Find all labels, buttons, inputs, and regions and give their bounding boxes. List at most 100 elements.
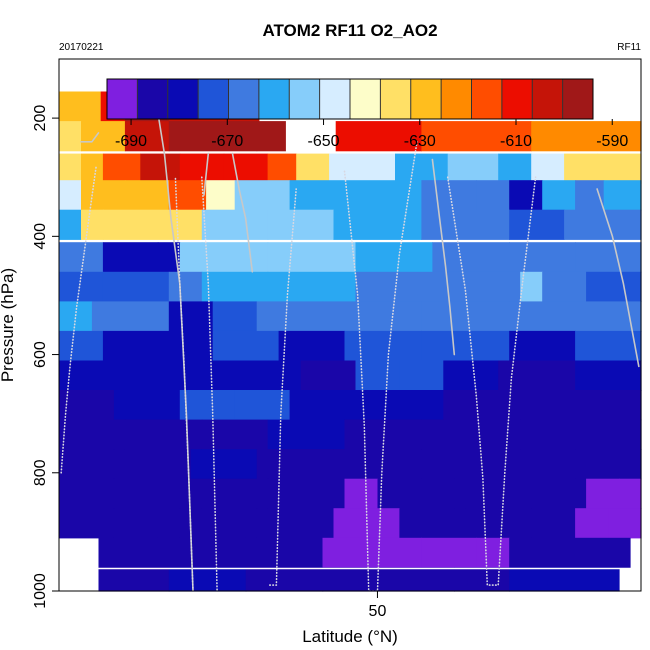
heatmap-cell xyxy=(168,121,258,152)
flight-track xyxy=(231,152,254,273)
heatmap-cell xyxy=(124,180,170,211)
heatmap-cell xyxy=(575,360,642,391)
heatmap-cell xyxy=(179,390,236,421)
heatmap-cell xyxy=(201,209,269,240)
heatmap-cell xyxy=(447,153,499,184)
heatmap-cell xyxy=(344,330,422,362)
heatmap-cell xyxy=(421,301,510,332)
heatmap-cell xyxy=(443,271,521,302)
heatmap-cell xyxy=(201,242,269,273)
heatmap-cell xyxy=(113,478,203,509)
heatmap-cell xyxy=(168,271,203,302)
heatmap-cell xyxy=(509,301,642,332)
heatmap-cell xyxy=(278,330,346,362)
colorbar-swatch xyxy=(107,79,138,119)
heatmap-cell xyxy=(355,242,433,273)
heatmap-cell xyxy=(98,567,170,592)
heatmap-cell xyxy=(300,360,357,391)
colorbar-swatch xyxy=(137,79,169,119)
heatmap-cell xyxy=(201,419,269,450)
heatmap-cell xyxy=(59,449,115,480)
heatmap-cell xyxy=(575,508,609,539)
heatmap-cell xyxy=(520,419,642,450)
heatmap-cell xyxy=(234,180,291,211)
heatmap-cell xyxy=(179,242,203,273)
x-axis-label: Latitude (°N) xyxy=(302,627,398,646)
heatmap-cells xyxy=(59,91,642,592)
heatmap-cell xyxy=(59,153,82,184)
heatmap-cell xyxy=(421,330,510,362)
flight-track xyxy=(60,164,98,474)
heatmap-cell xyxy=(531,153,565,184)
heatmap-cell xyxy=(509,330,576,362)
heatmap-cell xyxy=(454,567,510,592)
y-axis: 200 400 600 800 1000 xyxy=(32,105,59,609)
colorbar-swatch xyxy=(562,79,594,119)
heatmap-cell xyxy=(81,180,126,211)
heatmap-cell xyxy=(289,390,357,421)
y-tick-label: 800 xyxy=(32,459,49,486)
heatmap-cell xyxy=(399,508,466,539)
colorbar-tick-label: -590 xyxy=(596,133,628,150)
heatmap-cell xyxy=(102,330,170,362)
flight-track xyxy=(157,111,194,592)
colorbar-swatch xyxy=(501,79,533,119)
heatmap-cell xyxy=(124,419,203,450)
heatmap-cell xyxy=(168,330,214,362)
heatmap-cell xyxy=(509,449,576,480)
heatmap-cell xyxy=(223,360,302,391)
colorbar-swatch xyxy=(289,79,321,119)
heatmap-cell xyxy=(267,153,297,184)
heatmap-cell xyxy=(59,271,104,302)
heatmap-cell xyxy=(322,537,367,568)
heatmap-cell xyxy=(81,121,126,152)
heatmap-cell xyxy=(575,449,642,480)
heatmap-cell xyxy=(355,360,400,391)
heatmap-cell xyxy=(421,537,477,568)
y-tick-label: 1000 xyxy=(32,573,49,609)
y-tick-label: 400 xyxy=(32,223,49,250)
heatmap-cell xyxy=(140,153,181,184)
heatmap-cell xyxy=(597,153,642,184)
heatmap-cell xyxy=(102,153,141,184)
colorbar-swatch xyxy=(198,79,229,119)
heatmap-cell xyxy=(113,508,181,539)
heatmap-cell xyxy=(520,271,543,302)
heatmap-cell xyxy=(344,478,378,509)
heatmap-cell xyxy=(59,91,102,122)
colorbar-swatch xyxy=(350,79,381,119)
heatmap-cell xyxy=(465,508,532,539)
heatmap-cell xyxy=(476,537,510,568)
heatmap-cell xyxy=(179,508,258,539)
heatmap-cell xyxy=(91,301,170,332)
heatmap-cell xyxy=(399,360,444,391)
colorbar-swatch xyxy=(167,79,199,119)
colorbar-swatch xyxy=(228,79,260,119)
heatmap-cell xyxy=(603,180,642,211)
heatmap-cell xyxy=(421,209,510,240)
heatmap-cell xyxy=(531,121,642,152)
heatmap-cell xyxy=(206,180,236,211)
heatmap-cell xyxy=(344,180,422,211)
heatmap-cell xyxy=(102,360,170,391)
flight-track xyxy=(446,176,537,586)
heatmap-cell xyxy=(509,390,642,421)
heatmap-cell xyxy=(267,478,346,509)
colorbar-swatch xyxy=(441,79,472,119)
heatmap-cell xyxy=(520,360,576,391)
heatmap-cell xyxy=(608,508,642,539)
heatmap-cell xyxy=(498,360,521,391)
heatmap-cell xyxy=(329,153,396,184)
heatmap-cell xyxy=(509,209,565,240)
heatmap-cell xyxy=(355,390,444,421)
heatmap-cell xyxy=(113,390,181,421)
heatmap-cell xyxy=(59,209,82,240)
heatmap-cell xyxy=(59,330,104,362)
heatmap-cell xyxy=(531,508,576,539)
heatmap-cell xyxy=(586,478,620,509)
flight-track xyxy=(201,176,218,592)
heatmap-cell xyxy=(421,449,510,480)
flight-track xyxy=(203,152,210,196)
heatmap-cell xyxy=(168,567,247,592)
heatmap-cell xyxy=(575,330,642,362)
